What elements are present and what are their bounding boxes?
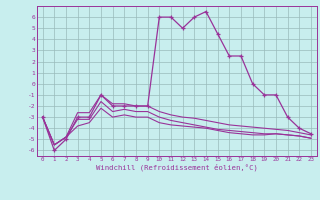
X-axis label: Windchill (Refroidissement éolien,°C): Windchill (Refroidissement éolien,°C) [96,164,258,171]
